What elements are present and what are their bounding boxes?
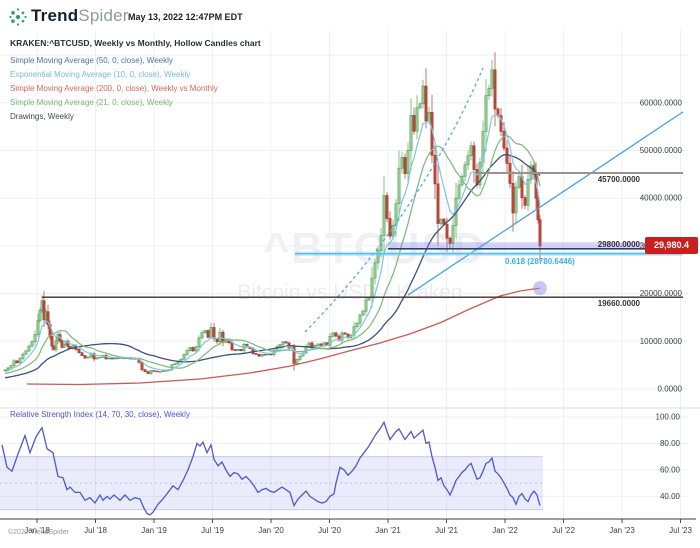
legend-item-3[interactable]: Simple Moving Average (21, 0, close), We…	[10, 98, 173, 107]
copyright-text: ©2022 TrendSpider	[8, 529, 69, 536]
logo-bold: Trend	[31, 6, 79, 25]
svg-text:Jul '19: Jul '19	[201, 526, 224, 535]
legend-item-0[interactable]: Simple Moving Average (50, 0, close), We…	[10, 56, 173, 65]
legend-item-1[interactable]: Exponential Moving Average (10, 0, close…	[10, 70, 191, 79]
svg-text:20000.0000: 20000.0000	[640, 289, 683, 298]
chart-title[interactable]: KRAKEN:^BTCUSD, Weekly vs Monthly, Hollo…	[10, 38, 261, 48]
price-level-29800: 29800.0000	[597, 240, 640, 249]
trendspider-logo-icon	[9, 8, 27, 26]
svg-text:80.00: 80.00	[660, 439, 681, 448]
legend-item-2[interactable]: Simple Moving Average (200, 0, close), W…	[10, 84, 218, 93]
svg-text:50000.0000: 50000.0000	[640, 146, 683, 155]
legend-item-4[interactable]: Drawings, Weekly	[10, 112, 74, 121]
svg-text:Jan '20: Jan '20	[258, 526, 284, 535]
price-level-19660: 19660.0000	[597, 299, 640, 308]
svg-text:Jul '18: Jul '18	[84, 526, 107, 535]
svg-text:100.00: 100.00	[656, 413, 681, 422]
svg-text:Jan '19: Jan '19	[141, 526, 167, 535]
svg-text:0.0000: 0.0000	[658, 385, 683, 394]
svg-text:Jul '20: Jul '20	[318, 526, 341, 535]
svg-text:Jul '21: Jul '21	[435, 526, 458, 535]
fib-level-label: 0.618 (28780.6446)	[505, 257, 575, 266]
last-price-badge: 29,980.4	[645, 237, 698, 254]
logo-light: Spider	[78, 6, 129, 25]
svg-text:40000.0000: 40000.0000	[640, 194, 683, 203]
svg-text:Jul '22: Jul '22	[552, 526, 575, 535]
svg-text:Jan '21: Jan '21	[375, 526, 401, 535]
svg-text:10000.0000: 10000.0000	[640, 337, 683, 346]
price-level-45700: 45700.0000	[597, 175, 640, 184]
svg-text:60000.0000: 60000.0000	[640, 98, 683, 107]
svg-text:Jan '18: Jan '18	[24, 526, 50, 535]
rsi-indicator-label[interactable]: Relative Strength Index (14, 70, 30, clo…	[10, 410, 190, 419]
svg-text:Jan '23: Jan '23	[609, 526, 635, 535]
svg-text:40.00: 40.00	[660, 492, 681, 501]
svg-text:60.00: 60.00	[660, 465, 681, 474]
svg-text:Jul '23: Jul '23	[669, 526, 692, 535]
chart-timestamp: May 13, 2022 12:47PM EDT	[128, 12, 243, 22]
svg-text:Jan '22: Jan '22	[492, 526, 518, 535]
trendspider-logo[interactable]: TrendSpider	[31, 6, 129, 26]
